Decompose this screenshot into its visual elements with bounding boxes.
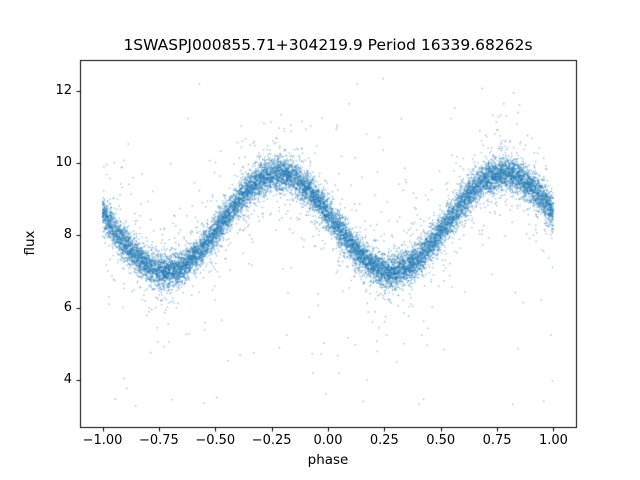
- x-tick-label: 1.00: [538, 433, 568, 448]
- x-tick-label: 0.25: [369, 433, 399, 448]
- x-axis-label: phase: [307, 452, 349, 468]
- y-tick-label: 4: [63, 371, 72, 387]
- y-tick-label: 12: [55, 82, 72, 98]
- x-tick-label: 0.75: [482, 433, 512, 448]
- y-tick-label: 10: [55, 155, 72, 171]
- x-tick-label: 0.00: [313, 433, 343, 448]
- x-tick-label: −0.50: [195, 433, 236, 448]
- x-tick-label: −0.25: [251, 433, 292, 448]
- x-tick-label: −0.75: [138, 433, 179, 448]
- x-tick-label: 0.50: [426, 433, 456, 448]
- x-tick-label: −1.00: [82, 433, 123, 448]
- y-tick-label: 6: [63, 299, 72, 315]
- y-tick-label: 8: [63, 227, 72, 243]
- chart-title: 1SWASPJ000855.71+304219.9 Period 16339.6…: [123, 36, 533, 54]
